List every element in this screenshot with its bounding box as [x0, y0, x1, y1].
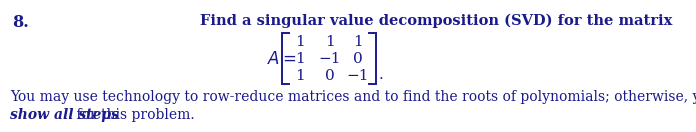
Text: 1: 1: [295, 35, 305, 49]
Text: 8.: 8.: [12, 14, 29, 31]
Text: show all steps: show all steps: [10, 108, 119, 122]
Text: 1: 1: [325, 35, 335, 49]
Text: .: .: [379, 68, 383, 82]
Text: 1: 1: [353, 35, 363, 49]
Text: 0: 0: [353, 52, 363, 66]
Text: 0: 0: [325, 69, 335, 83]
Text: You may use technology to row-reduce matrices and to find the roots of polynomia: You may use technology to row-reduce mat…: [10, 90, 696, 104]
Text: $A =$: $A =$: [267, 51, 296, 67]
Text: 1: 1: [295, 52, 305, 66]
Text: for this problem.: for this problem.: [72, 108, 195, 122]
Text: Find a singular value decomposition (SVD) for the matrix: Find a singular value decomposition (SVD…: [200, 14, 672, 28]
Text: −1: −1: [319, 52, 341, 66]
Text: 1: 1: [295, 69, 305, 83]
Text: −1: −1: [347, 69, 370, 83]
